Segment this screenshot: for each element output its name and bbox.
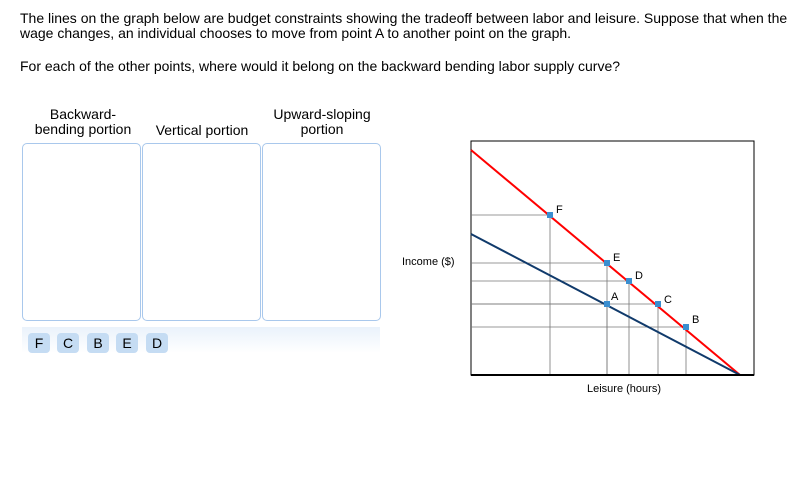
question-prompt: For each of the other points, where woul… bbox=[20, 58, 621, 74]
chip-f[interactable]: F bbox=[28, 333, 50, 353]
drop-zone-backward-bending[interactable] bbox=[22, 143, 141, 321]
drop-zone-vertical[interactable] bbox=[142, 143, 261, 321]
y-axis-label: Income ($) bbox=[402, 256, 455, 268]
drop-zone-upward-sloping[interactable] bbox=[262, 143, 381, 321]
chip-d[interactable]: D bbox=[146, 333, 168, 353]
point-a bbox=[604, 301, 610, 307]
point-e bbox=[604, 260, 610, 266]
question-text: The lines on the graph below are budget … bbox=[20, 10, 788, 41]
point-c bbox=[655, 301, 661, 307]
answer-tray bbox=[22, 327, 380, 353]
point-label-c: C bbox=[664, 294, 672, 306]
chip-c[interactable]: C bbox=[57, 333, 79, 353]
point-label-b: B bbox=[692, 314, 699, 326]
point-label-d: D bbox=[635, 270, 643, 282]
point-b bbox=[683, 324, 689, 330]
point-label-a: A bbox=[611, 291, 619, 303]
point-d bbox=[626, 278, 632, 284]
point-label-f: F bbox=[556, 204, 563, 216]
bin-header-backward: Backward- bending portion bbox=[34, 106, 132, 137]
bin-header-upward: Upward-sloping portion bbox=[273, 106, 371, 137]
chip-e[interactable]: E bbox=[116, 333, 138, 353]
point-f bbox=[547, 212, 553, 218]
x-axis-label: Leisure (hours) bbox=[587, 383, 661, 395]
chip-b[interactable]: B bbox=[87, 333, 109, 353]
bin-header-vertical: Vertical portion bbox=[155, 122, 249, 138]
point-label-e: E bbox=[613, 252, 620, 264]
